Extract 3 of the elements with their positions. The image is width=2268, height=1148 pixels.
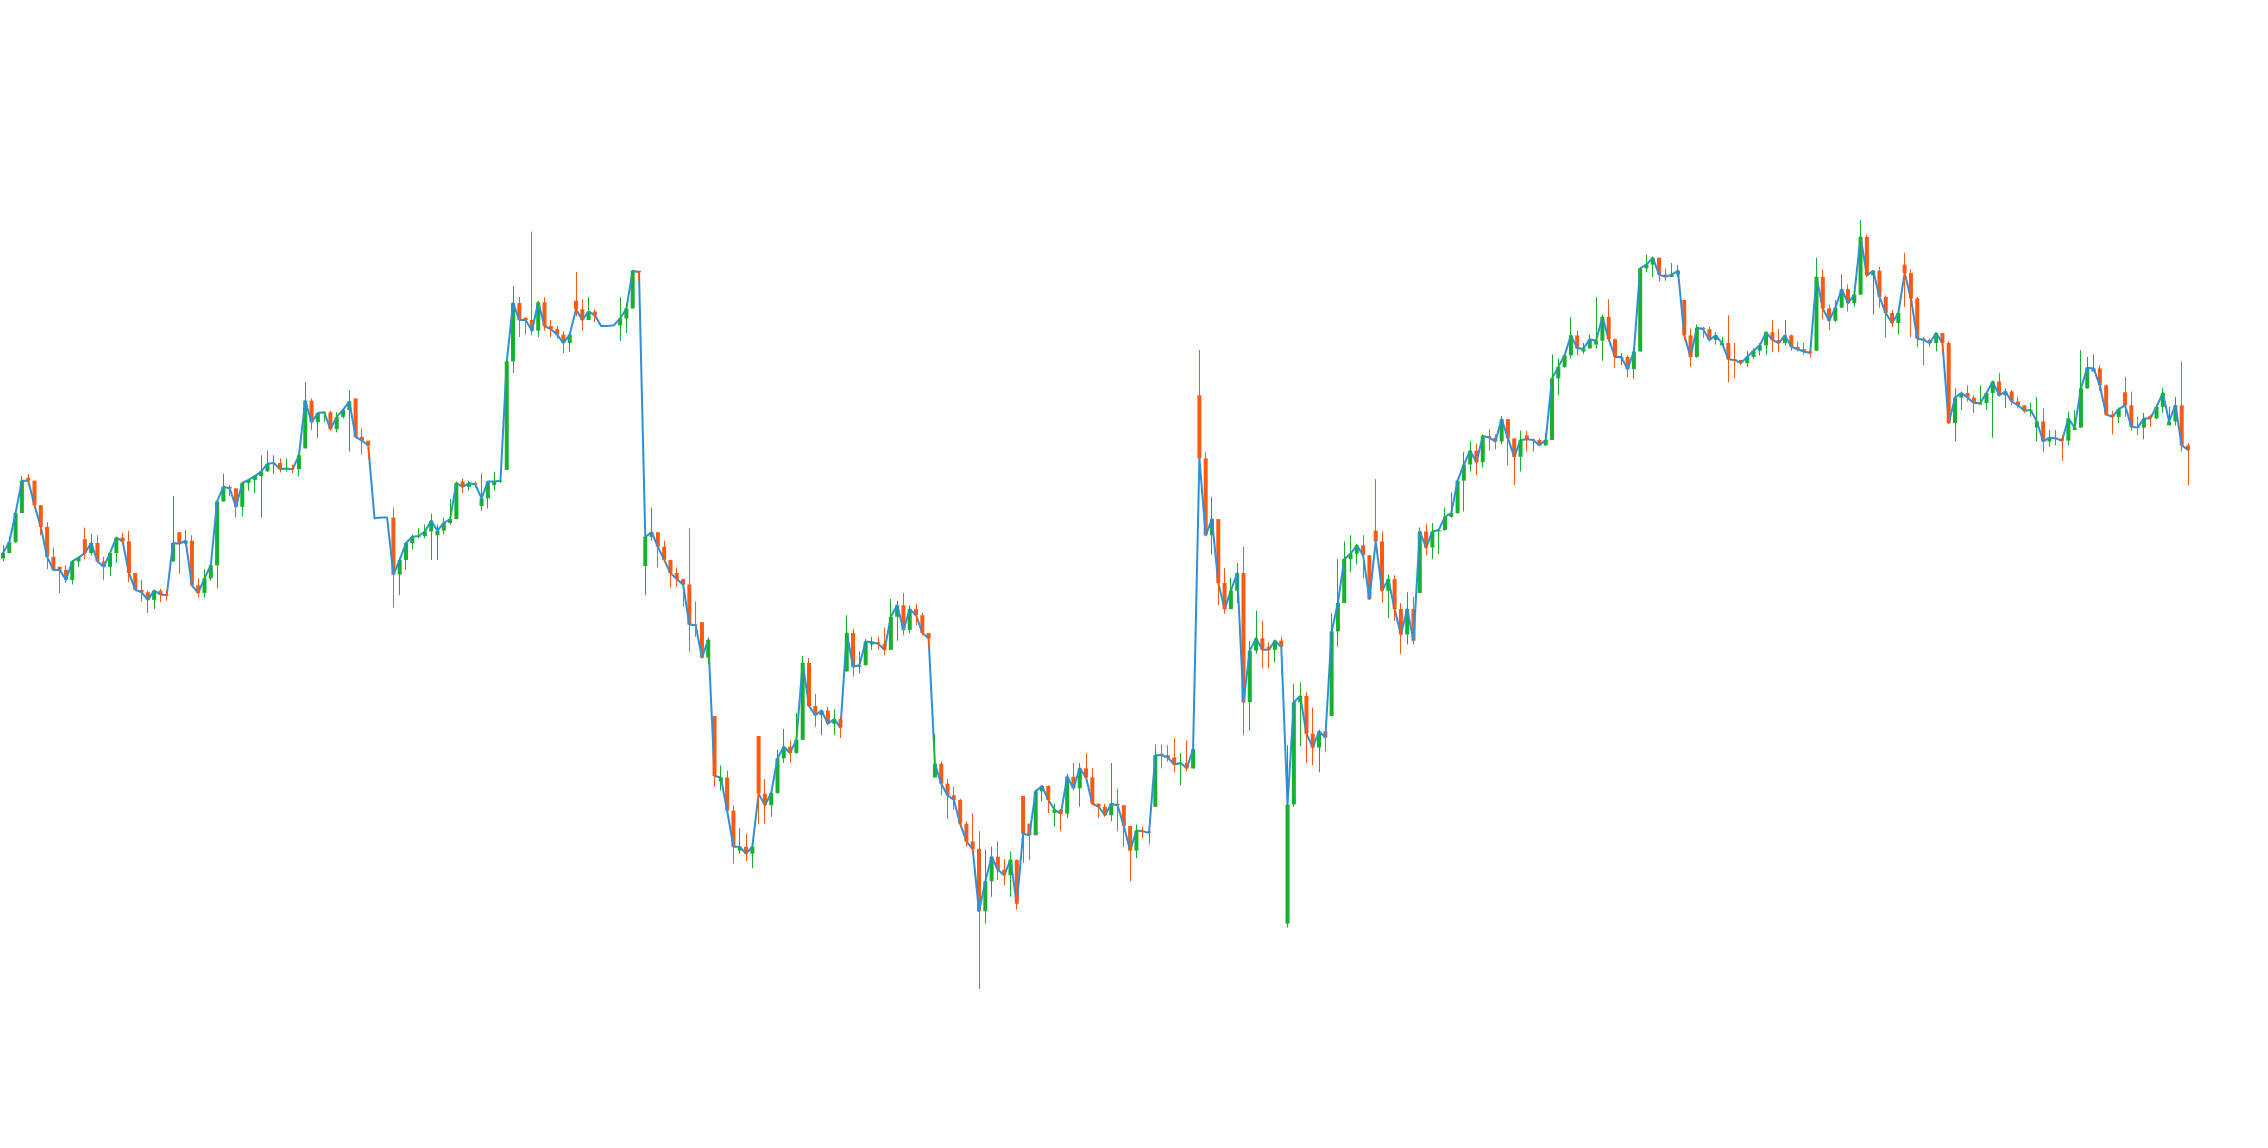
candlestick (353, 398, 358, 437)
candlestick (13, 512, 18, 543)
candlestick (630, 270, 635, 309)
